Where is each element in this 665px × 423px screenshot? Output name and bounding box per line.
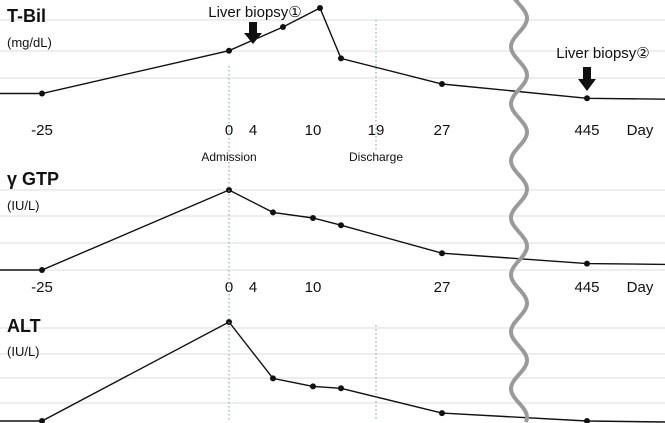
ggtp-data-point — [39, 267, 45, 273]
tbil-x-tick-label: 19 — [368, 122, 385, 139]
alt-unit-label: (IU/L) — [7, 344, 40, 359]
ggtp-x-tick-label: 445 — [574, 279, 599, 296]
liver-biopsy-2-label: Liver biopsy② — [556, 45, 650, 62]
liver-biopsy-1-label: Liver biopsy① — [208, 4, 302, 21]
ggtp-data-point — [439, 250, 445, 257]
alt-series-line — [0, 321, 665, 423]
tbil-data-point — [280, 24, 286, 30]
liver-biopsy-2-arrow — [578, 67, 596, 91]
ggtp-x-tick-label: 27 — [434, 279, 451, 296]
alt-data-point — [439, 410, 445, 417]
tbil-x-tick-label: 4 — [249, 122, 257, 139]
tbil-x-tick-label: -25 — [31, 122, 53, 139]
ggtp-data-point — [270, 209, 276, 216]
tbil-x-tick-label: 445 — [574, 122, 599, 139]
ggtp-unit-label: (IU/L) — [7, 198, 40, 213]
discharge-label: Discharge — [349, 150, 403, 164]
tbil-data-point — [39, 90, 45, 97]
ggtp-x-tick-label: -25 — [31, 279, 53, 296]
tbil-x-tick-label: 10 — [305, 122, 322, 139]
alt-data-point — [310, 383, 316, 390]
tbil-data-point — [439, 81, 445, 87]
tbil-unit-label: (mg/dL) — [7, 35, 52, 50]
tbil-data-point — [338, 55, 344, 62]
alt-data-point — [39, 418, 45, 423]
admission-label: Admission — [201, 150, 256, 164]
alt-data-point — [270, 375, 276, 382]
alt-data-point — [338, 385, 344, 392]
tbil-data-point — [317, 5, 323, 11]
ggtp-x-axis-label: Day — [627, 279, 654, 296]
tbil-data-point — [226, 47, 232, 54]
ggtp-x-tick-label: 10 — [305, 279, 322, 296]
liver-biopsy-1-arrow — [244, 22, 262, 44]
tbil-data-point — [584, 95, 590, 102]
ggtp-series-line — [0, 189, 665, 271]
tbil-x-tick-label: 27 — [434, 122, 451, 139]
ggtp-title: γ GTP — [7, 169, 59, 189]
alt-data-point — [584, 418, 590, 423]
axis-break-wave — [508, 0, 530, 423]
tbil-title: T-Bil — [7, 6, 46, 26]
ggtp-data-point — [310, 215, 316, 221]
ggtp-data-point — [584, 260, 590, 267]
ggtp-data-point — [338, 222, 344, 229]
ggtp-x-tick-label: 4 — [249, 279, 257, 296]
tbil-x-axis-label: Day — [627, 122, 654, 139]
alt-title: ALT — [7, 316, 41, 336]
